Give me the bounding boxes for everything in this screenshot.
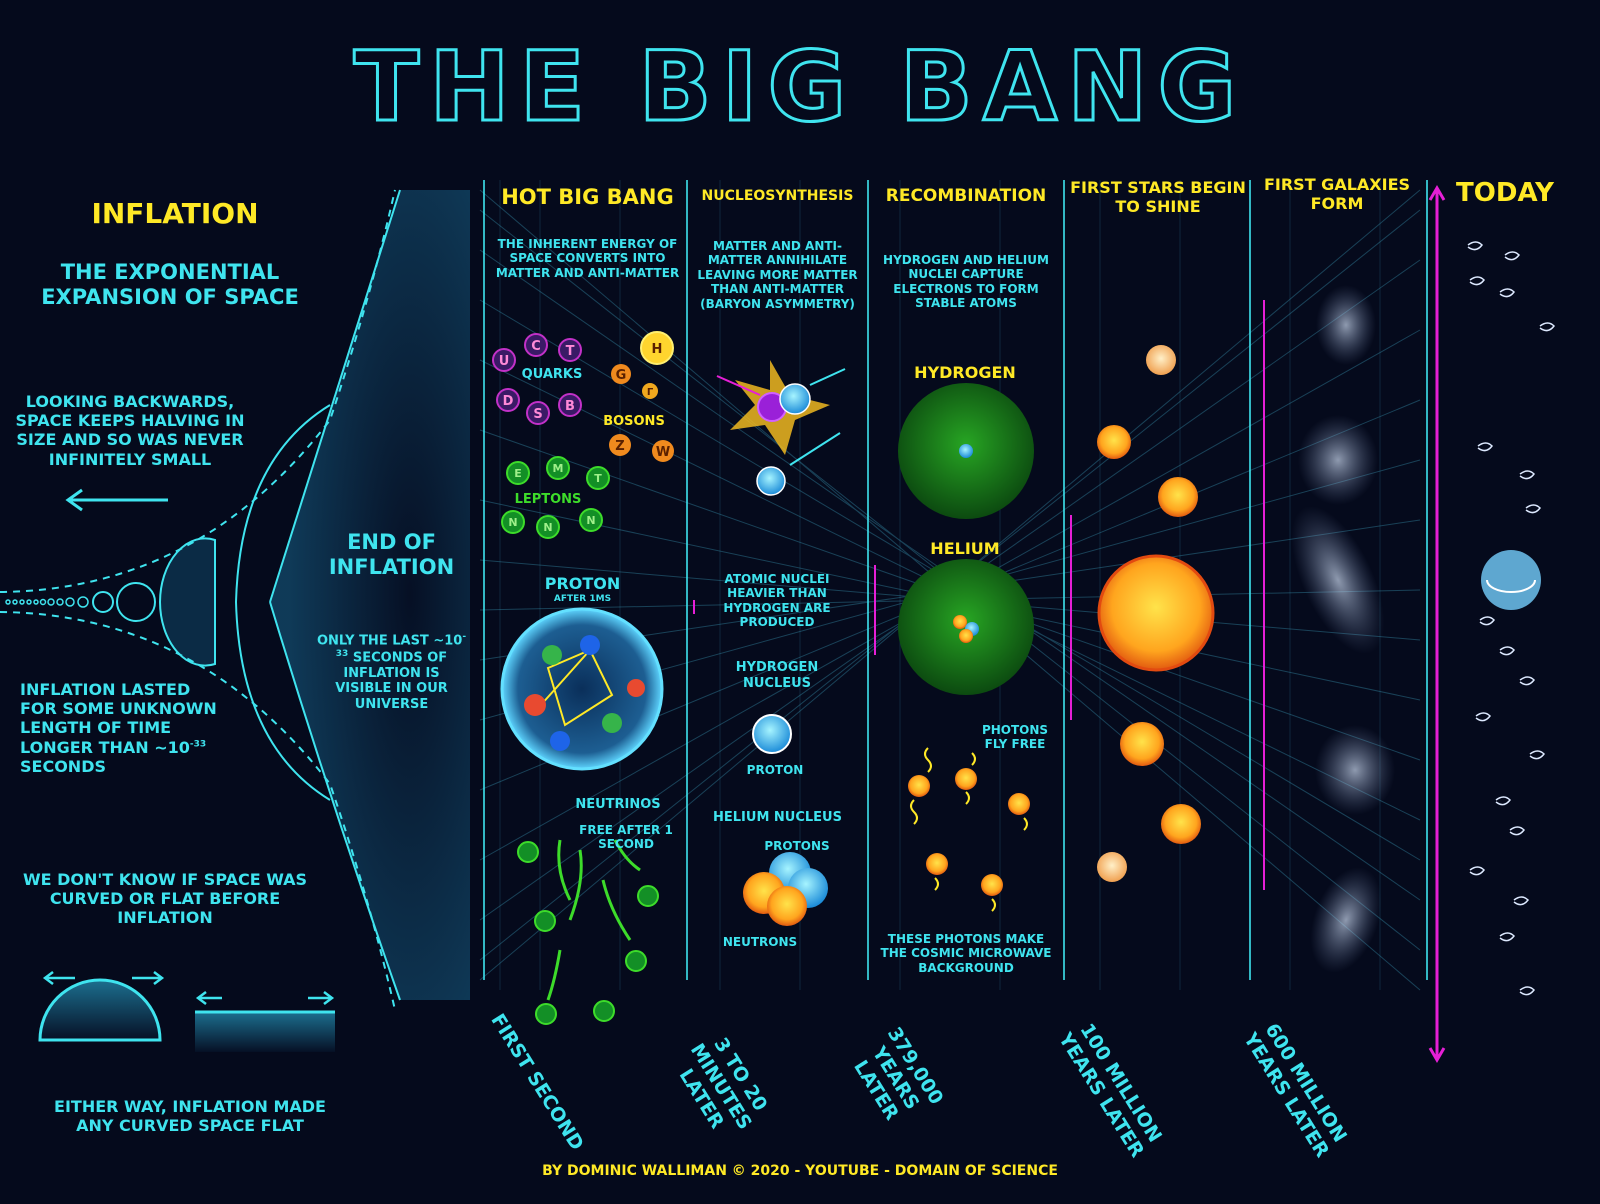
neutrons-label: NEUTRONS	[722, 935, 798, 949]
neutrinos-label: NEUTRINOS	[575, 797, 661, 812]
hydrogen-nucleus-label: HYDROGEN NUCLEUS	[735, 660, 819, 691]
quark-u: u	[499, 354, 510, 369]
svg-text:γ: γ	[647, 387, 654, 398]
end-of-inflation-heading: END OF INFLATION	[328, 530, 455, 580]
heavier-nuclei-text: ATOMIC NUCLEI HEAVIER THAN HYDROGEN ARE …	[723, 572, 831, 630]
svg-text:ν: ν	[586, 514, 595, 527]
first-galaxies-heading: FIRST GALAXIES FORM	[1263, 175, 1411, 214]
proton-after-label: AFTER 1µs	[553, 594, 612, 604]
hot-big-bang-heading: HOT BIG BANG	[501, 185, 674, 209]
svg-text:ν: ν	[543, 521, 552, 534]
helium-label: HELIUM	[930, 539, 1000, 558]
svg-text:ν: ν	[508, 516, 517, 529]
svg-text:μ: μ	[553, 462, 564, 475]
svg-text:d: d	[503, 394, 514, 409]
svg-text:b: b	[565, 399, 575, 414]
helium-nucleus-label: HELIUM NUCLEUS	[713, 810, 842, 825]
recombination-text: HYDROGEN AND HELIUM NUCLEI CAPTURE ELECT…	[883, 253, 1049, 311]
neutrinos-free-label: FREE AFTER 1 SECOND	[579, 823, 673, 852]
cmb-text: THESE PHOTONS MAKE THE COSMIC MICROWAVE …	[880, 932, 1052, 975]
leptons-label: LEPTONS	[514, 492, 582, 507]
nucleosynthesis-heading: NUCLEOSYNTHESIS	[701, 188, 854, 204]
end-of-inflation-text: ONLY THE LAST ~10-33 SECONDS OF INFLATIO…	[316, 632, 467, 713]
proton-label: PROTON	[544, 574, 621, 593]
either-way-text: EITHER WAY, INFLATION MADE ANY CURVED SP…	[54, 1097, 326, 1136]
hydrogen-label: HYDROGEN	[914, 363, 1016, 382]
svg-text:τ: τ	[594, 472, 602, 485]
inflation-subtitle: THE EXPONENTIAL EXPANSION OF SPACE	[41, 260, 299, 310]
inflation-heading: INFLATION	[91, 197, 259, 230]
first-stars-heading: FIRST STARS BEGIN TO SHINE	[1070, 178, 1246, 217]
svg-text:s: s	[533, 407, 542, 422]
svg-text:g: g	[616, 368, 627, 383]
bosons-label: BOSONS	[603, 414, 665, 429]
inflation-lasted-text: INFLATION LASTED FOR SOME UNKNOWN LENGTH…	[20, 680, 217, 776]
today-heading: TODAY	[1456, 178, 1554, 208]
curvature-text: WE DON'T KNOW IF SPACE WAS CURVED OR FLA…	[22, 870, 308, 928]
credit-line: BY DOMINIC WALLIMAN © 2020 - YOUTUBE - D…	[542, 1163, 1058, 1179]
svg-text:t: t	[566, 344, 575, 359]
quarks-label: QUARKS	[521, 367, 583, 382]
main-title: THE BIG BANG	[352, 29, 1247, 144]
svg-text:H: H	[652, 342, 663, 357]
svg-text:W: W	[656, 445, 670, 460]
recombination-heading: RECOMBINATION	[885, 186, 1047, 206]
protons-label: PROTONS	[764, 839, 830, 853]
svg-text:c: c	[531, 339, 541, 354]
proton-nucleus-label: PROTON	[746, 763, 804, 777]
nucleosynthesis-text: MATTER AND ANTI-MATTER ANNIHILATE LEAVIN…	[697, 239, 858, 311]
hot-big-bang-text: THE INHERENT ENERGY OF SPACE CONVERTS IN…	[495, 237, 680, 280]
svg-text:Z: Z	[615, 439, 624, 454]
photons-fly-free-label: PHOTONS FLY FREE	[981, 723, 1049, 752]
svg-text:e: e	[514, 467, 522, 480]
looking-backwards-text: LOOKING BACKWARDS, SPACE KEEPS HALVING I…	[15, 392, 245, 469]
